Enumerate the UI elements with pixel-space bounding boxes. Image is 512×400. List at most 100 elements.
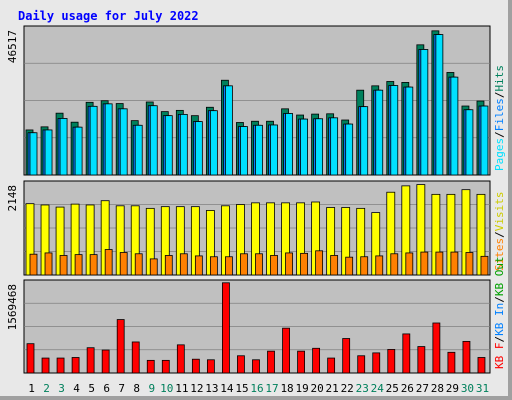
bar-sites	[405, 252, 414, 276]
x-tick-label: 22	[341, 382, 354, 395]
bar-kbytes	[131, 341, 140, 374]
bar-pages	[465, 109, 474, 176]
x-tick-label: 11	[175, 382, 188, 395]
x-tick-label: 7	[118, 382, 125, 395]
bar-kbytes	[327, 357, 336, 374]
x-tick-label: 13	[205, 382, 218, 395]
x-tick-label: 19	[295, 382, 308, 395]
legend-separator: /	[493, 231, 506, 238]
side-legend: Sites/Visits	[493, 192, 506, 272]
bar-kbytes	[447, 351, 456, 374]
bar-pages	[345, 123, 354, 176]
x-tick-label: 30	[461, 382, 474, 395]
bar-sites	[89, 254, 98, 276]
legend-separator: /	[493, 92, 506, 99]
x-tick-label: 2	[43, 382, 50, 395]
x-tick-label: 24	[371, 382, 385, 395]
bar-sites	[119, 252, 128, 276]
legend-separator: /	[493, 336, 506, 343]
bar-pages	[420, 49, 429, 176]
bar-kbytes	[387, 349, 396, 374]
bar-kbytes	[206, 359, 215, 374]
chart-title: Daily usage for July 2022	[18, 9, 199, 23]
bar-sites	[480, 255, 489, 276]
bar-kbytes	[41, 357, 50, 374]
bar-sites	[29, 253, 38, 276]
bar-pages	[300, 118, 308, 176]
x-tick-label: 12	[190, 382, 203, 395]
x-tick-label: 26	[401, 382, 414, 395]
x-tick-label: 10	[160, 382, 173, 395]
bar-kbytes	[417, 346, 426, 374]
bar-pages	[194, 121, 203, 176]
bar-pages	[119, 108, 128, 176]
bar-pages	[375, 89, 384, 176]
bar-pages	[285, 113, 293, 176]
x-tick-label: 5	[88, 382, 95, 395]
bar-sites	[179, 253, 188, 276]
x-tick-label: 15	[235, 382, 248, 395]
bar-sites	[435, 251, 444, 276]
bar-kbytes	[312, 347, 321, 374]
bar-sites	[390, 253, 399, 276]
bar-sites	[104, 249, 113, 276]
bar-pages	[29, 132, 38, 176]
x-tick-label: 16	[250, 382, 263, 395]
bar-sites	[44, 252, 53, 276]
max-value-label: 1569468	[6, 284, 19, 330]
bar-kbytes	[237, 355, 245, 374]
bar-kbytes	[71, 357, 80, 374]
bar-kbytes	[252, 359, 260, 374]
x-tick-label: 21	[326, 382, 339, 395]
x-tick-label: 6	[103, 382, 110, 395]
bar-kbytes	[402, 333, 411, 374]
legend-entry: Pages	[493, 138, 506, 171]
bar-kbytes	[297, 350, 305, 374]
bar-kbytes	[26, 343, 35, 374]
x-tick-label: 18	[280, 382, 293, 395]
bar-sites	[149, 258, 158, 276]
x-tick-label: 27	[416, 382, 429, 395]
bar-pages	[255, 124, 263, 176]
bar-pages	[149, 105, 158, 176]
bar-kbytes	[477, 357, 486, 374]
bar-sites	[194, 255, 203, 276]
legend-entry: Hits	[493, 65, 506, 92]
bar-sites	[300, 252, 308, 276]
bar-pages	[360, 106, 369, 176]
bar-sites	[225, 256, 233, 276]
max-value-label: 46517	[6, 30, 19, 63]
x-tick-label: 17	[265, 382, 278, 395]
x-tick-label: 29	[446, 382, 459, 395]
x-tick-label: 25	[386, 382, 399, 395]
bar-pages	[164, 115, 173, 176]
bar-kbytes	[372, 352, 381, 374]
bar-kbytes	[222, 282, 230, 374]
x-tick-label: 20	[311, 382, 324, 395]
chart-panels: 46517Pages/Files/Hits2148Sites/Visits156…	[6, 25, 506, 374]
bar-pages	[89, 105, 98, 176]
bar-sites	[74, 254, 83, 276]
bar-sites	[375, 255, 384, 276]
bar-sites	[315, 250, 324, 276]
legend-entry: Files	[493, 98, 506, 131]
bar-sites	[420, 251, 429, 276]
bar-sites	[360, 256, 369, 276]
bar-sites	[450, 251, 459, 276]
bar-pages	[330, 117, 339, 176]
bar-sites	[330, 255, 339, 276]
bar-sites	[255, 253, 263, 276]
bar-pages	[240, 126, 248, 176]
panel-visits-sites: 2148 Sites/Visits	[6, 180, 506, 276]
bar-pages	[44, 129, 53, 176]
bar-sites	[270, 255, 278, 276]
bar-kbytes	[357, 355, 366, 374]
bar-pages	[405, 86, 414, 176]
bar-pages	[270, 124, 278, 176]
bar-pages	[390, 85, 399, 176]
legend-entry: Sites	[493, 238, 506, 271]
bar-kbytes	[462, 340, 471, 374]
x-tick-label: 8	[133, 382, 140, 395]
